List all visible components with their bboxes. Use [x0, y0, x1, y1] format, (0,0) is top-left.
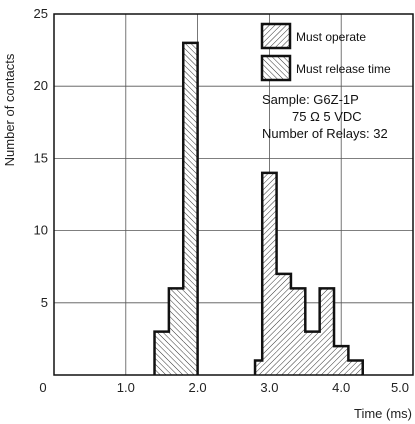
y-axis-label: Number of contacts — [2, 53, 17, 166]
bar-must-operate-4 — [305, 331, 320, 375]
y-tick-label-4: 25 — [34, 6, 48, 21]
legend-label-must-operate: Must operate — [296, 30, 366, 44]
y-tick-label-1: 10 — [34, 223, 48, 238]
x-tick-label-3: 3.0 — [260, 380, 278, 395]
bar-must-operate-3 — [290, 288, 306, 375]
y-tick-label-2: 15 — [34, 150, 48, 165]
x-tick-label-2: 2.0 — [189, 380, 207, 395]
bars-layer — [153, 41, 364, 375]
y-tick-label-3: 20 — [34, 78, 48, 93]
x-tick-label-1: 1.0 — [117, 380, 135, 395]
bar-must-release-0 — [154, 331, 169, 375]
legend-label-must-release: Must release time — [296, 62, 391, 76]
legend-swatch-must-operate — [260, 22, 292, 50]
x-tick-label-0: 0 — [39, 380, 46, 395]
bar-must-release-1 — [168, 288, 184, 375]
bar-must-operate-7 — [348, 360, 363, 375]
x-tick-label-4: 4.0 — [332, 380, 350, 395]
x-tick-labels: 0 1.0 2.0 3.0 4.0 5.0 — [39, 380, 409, 395]
bar-must-operate-2 — [276, 273, 291, 375]
plot-frame — [53, 13, 414, 376]
x-tick-label-5: 5.0 — [391, 380, 409, 395]
bar-must-operate-1 — [262, 172, 277, 375]
histogram-outline-must-operate — [253, 171, 364, 375]
x-axis-label: Time (ms) — [354, 406, 412, 421]
legend: Must operate Must release time — [260, 22, 391, 82]
legend-swatch-must-release — [260, 54, 292, 82]
annotation-relay-count: Number of Relays: 32 — [262, 126, 388, 141]
y-tick-labels: 5 10 15 20 25 — [34, 6, 48, 310]
bar-must-release-2 — [183, 42, 198, 375]
histogram-outline-must-release — [153, 41, 199, 375]
annotation-rating: 75 Ω 5 VDC — [292, 109, 362, 124]
y-tick-label-0: 5 — [41, 295, 48, 310]
sample-annotation: Sample: G6Z-1P 75 Ω 5 VDC Number of Rela… — [262, 92, 388, 141]
annotation-sample: Sample: G6Z-1P — [262, 92, 359, 107]
bar-must-operate-0 — [255, 360, 263, 375]
bar-must-operate-5 — [319, 288, 335, 375]
bar-must-operate-6 — [334, 346, 349, 375]
